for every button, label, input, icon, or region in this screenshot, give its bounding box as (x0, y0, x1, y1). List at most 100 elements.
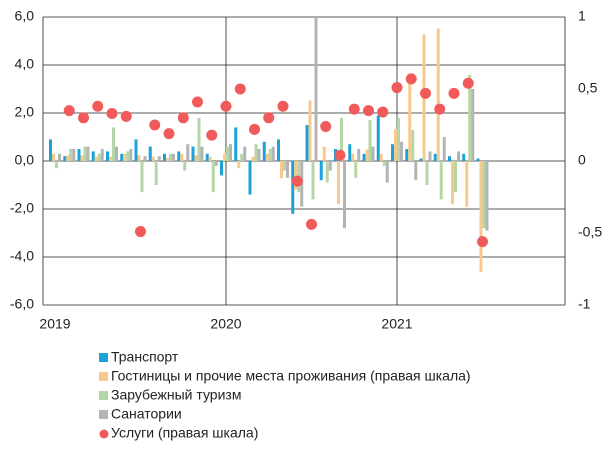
bar (86, 146, 90, 161)
bar (211, 161, 215, 193)
dot (192, 96, 203, 108)
bar (283, 161, 286, 171)
legend-label: Зарубежный туризм (111, 387, 241, 403)
bar (123, 153, 127, 161)
bar (197, 117, 201, 161)
bar (112, 127, 115, 161)
bar (448, 156, 451, 161)
bar (436, 28, 440, 161)
bar (394, 129, 397, 161)
y2-tick-label: -1 (578, 296, 591, 312)
bar (63, 156, 67, 161)
dot (291, 175, 303, 187)
x-tick-label: 2021 (381, 316, 412, 332)
bar (351, 153, 355, 161)
bar (223, 153, 226, 161)
bar (314, 17, 318, 161)
bar (240, 153, 244, 161)
bar (148, 146, 152, 161)
bar (180, 153, 184, 161)
dot (477, 236, 488, 248)
bar (72, 149, 76, 161)
bar (425, 161, 429, 185)
bar (52, 153, 55, 161)
y-tick-label: -4,0 (10, 248, 34, 264)
bar (322, 146, 326, 161)
bar (214, 161, 218, 166)
dot (320, 120, 332, 132)
bar (183, 161, 187, 171)
bar (343, 161, 346, 229)
dot (63, 105, 75, 117)
dot (149, 119, 161, 131)
bar (80, 155, 84, 161)
bar (362, 153, 366, 161)
bar (476, 158, 480, 161)
dot (78, 112, 89, 124)
bar (439, 161, 443, 200)
dot (448, 87, 460, 99)
bar (286, 161, 289, 178)
bar (379, 153, 383, 161)
dot (206, 129, 218, 141)
bar (280, 161, 283, 179)
bar (234, 127, 238, 161)
bar (465, 161, 469, 208)
y-tick-label: 0,0 (15, 152, 35, 168)
bar (371, 146, 375, 161)
bar (200, 146, 204, 161)
bar (97, 153, 101, 161)
bar (91, 151, 95, 161)
dot (92, 100, 104, 112)
bar (328, 161, 332, 171)
bar (220, 161, 223, 176)
bar (94, 156, 98, 161)
bar (154, 161, 158, 185)
bar (357, 149, 361, 161)
y2-tick-label: 0 (578, 152, 586, 168)
bar (485, 161, 489, 231)
bar (433, 153, 437, 161)
bar (376, 115, 380, 161)
dot (263, 112, 275, 124)
y-tick-label: 4,0 (15, 56, 35, 72)
bar (325, 161, 329, 183)
legend-marker (99, 391, 108, 400)
dot (220, 100, 232, 112)
dot (120, 110, 132, 122)
dot (377, 106, 389, 118)
bar (400, 141, 403, 161)
bar (271, 146, 275, 161)
dot (348, 103, 360, 115)
bar (277, 139, 280, 161)
bar (471, 89, 475, 161)
bar (140, 161, 144, 193)
legend-marker (99, 353, 108, 362)
bar (186, 144, 190, 161)
bar (157, 156, 161, 161)
bar (251, 156, 255, 161)
bar (191, 146, 195, 161)
dot (163, 128, 175, 140)
bar (319, 161, 323, 181)
bar (419, 158, 423, 161)
bar (66, 155, 70, 161)
bar (382, 161, 386, 166)
bar (166, 158, 169, 161)
y-tick-label: 6,0 (15, 8, 35, 24)
bar (194, 155, 198, 161)
bar (254, 144, 258, 161)
bar (77, 149, 81, 161)
y-tick-label: -2,0 (10, 200, 34, 216)
bar (137, 155, 141, 161)
y2-tick-label: 0,5 (578, 80, 598, 96)
bar (397, 117, 400, 161)
bar (337, 161, 340, 205)
bar (172, 153, 175, 161)
bar (100, 149, 104, 161)
bar (348, 144, 352, 161)
bar (243, 146, 247, 161)
bar (411, 129, 415, 161)
bar (405, 149, 409, 161)
bar (49, 139, 52, 161)
